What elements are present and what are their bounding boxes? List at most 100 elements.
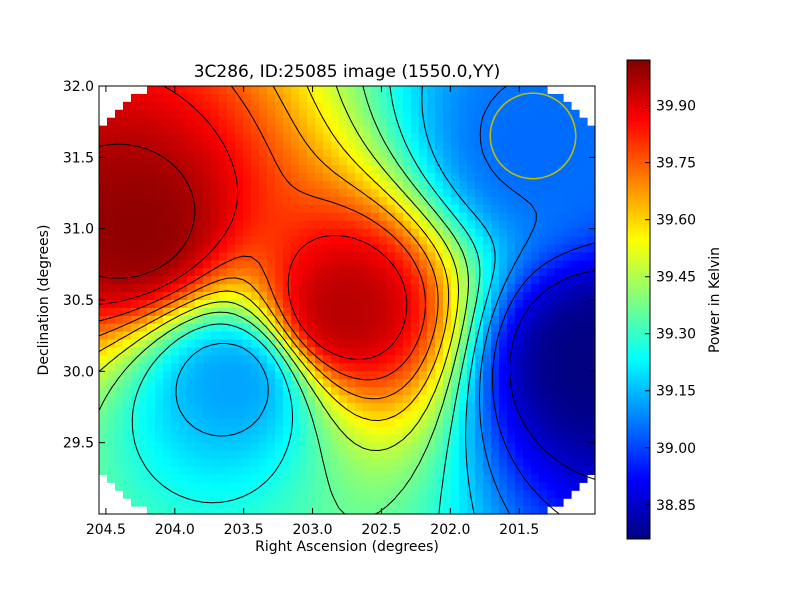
heatmap-cell [99, 165, 108, 174]
heatmap-cell [363, 355, 372, 365]
heatmap-cell [523, 450, 532, 460]
heatmap-cell [315, 157, 324, 166]
heatmap-cell [99, 466, 108, 475]
heatmap-cell [355, 442, 364, 452]
heatmap-cell [507, 371, 516, 380]
heatmap-cell [499, 458, 508, 468]
heatmap-cell [187, 379, 196, 388]
heatmap-cell [523, 268, 532, 277]
heatmap-cell [267, 458, 276, 468]
heatmap-cell [139, 93, 148, 103]
heatmap-cell [235, 458, 244, 468]
heatmap-cell [307, 442, 316, 452]
heatmap-cell [219, 506, 228, 515]
heatmap-cell [467, 403, 476, 412]
heatmap-cell [323, 220, 332, 230]
heatmap-cell [467, 212, 476, 222]
heatmap-cell [147, 403, 156, 412]
heatmap-cell [227, 355, 236, 365]
heatmap-cell [131, 331, 140, 341]
heatmap-cell [387, 260, 396, 269]
heatmap-cell [187, 482, 196, 491]
heatmap-cell [539, 149, 548, 158]
heatmap-cell [427, 490, 436, 499]
heatmap-cell [571, 236, 580, 246]
heatmap-cell [395, 133, 404, 143]
heatmap-cell [475, 410, 484, 420]
heatmap-cell [483, 260, 492, 269]
heatmap-cell [475, 339, 484, 349]
heatmap-cell [131, 323, 140, 333]
heatmap-cell [435, 323, 444, 333]
heatmap-cell [131, 189, 140, 198]
heatmap-cell [491, 307, 500, 317]
heatmap-cell [539, 379, 548, 388]
heatmap-cell [251, 133, 260, 143]
heatmap-cell [531, 331, 540, 341]
heatmap-cell [99, 149, 108, 158]
heatmap-cell [435, 220, 444, 230]
heatmap-cell [483, 355, 492, 365]
heatmap-cell [243, 133, 252, 143]
heatmap-cell [403, 458, 412, 468]
heatmap-cell [203, 260, 212, 269]
heatmap-cell [395, 220, 404, 230]
heatmap-cell [131, 379, 140, 388]
heatmap-cell [427, 506, 436, 515]
heatmap-cell [435, 260, 444, 269]
heatmap-cell [179, 434, 188, 444]
heatmap-cell [499, 403, 508, 412]
heatmap-cell [427, 474, 436, 483]
heatmap-cell [187, 204, 196, 214]
heatmap-cell [587, 141, 596, 151]
heatmap-cell [99, 196, 108, 206]
heatmap-cell [259, 141, 268, 151]
heatmap-cell [307, 133, 316, 143]
heatmap-cell [555, 133, 564, 143]
heatmap-cell [267, 474, 276, 483]
heatmap-cell [107, 284, 116, 293]
heatmap-cell [227, 165, 236, 174]
heatmap-cell [131, 300, 140, 309]
heatmap-cell [123, 395, 132, 404]
heatmap-cell [419, 260, 428, 269]
heatmap-cell [251, 482, 260, 491]
heatmap-cell [171, 434, 180, 444]
heatmap-cell [523, 86, 532, 95]
heatmap-cell [299, 165, 308, 174]
heatmap-cell [427, 276, 436, 285]
heatmap-cell [211, 315, 220, 325]
heatmap-cell [315, 466, 324, 475]
heatmap-cell [203, 410, 212, 420]
heatmap-cell [491, 220, 500, 230]
heatmap-cell [523, 157, 532, 166]
heatmap-cell [187, 498, 196, 507]
heatmap-cell [259, 339, 268, 349]
heatmap-cell [171, 506, 180, 515]
heatmap-cell [115, 236, 124, 246]
heatmap-cell [203, 395, 212, 404]
heatmap-cell [219, 141, 228, 151]
heatmap-cell [587, 173, 596, 182]
heatmap-cell [219, 418, 228, 428]
heatmap-cell [299, 434, 308, 444]
heatmap-cell [147, 410, 156, 420]
heatmap-cell [275, 498, 284, 507]
heatmap-cell [251, 315, 260, 325]
heatmap-cell [371, 189, 380, 198]
heatmap-cell [235, 236, 244, 246]
heatmap-cell [339, 371, 348, 380]
heatmap-cell [179, 181, 188, 190]
heatmap-cell [427, 101, 436, 111]
heatmap-cell [475, 117, 484, 127]
heatmap-cell [219, 355, 228, 365]
heatmap-cell [339, 355, 348, 365]
heatmap-cell [475, 331, 484, 341]
heatmap-cell [371, 181, 380, 190]
heatmap-cell [259, 434, 268, 444]
heatmap-cell [163, 410, 172, 420]
heatmap-cell [259, 426, 268, 436]
heatmap-cell [179, 426, 188, 436]
heatmap-cell [371, 474, 380, 483]
heatmap-cell [363, 387, 372, 396]
